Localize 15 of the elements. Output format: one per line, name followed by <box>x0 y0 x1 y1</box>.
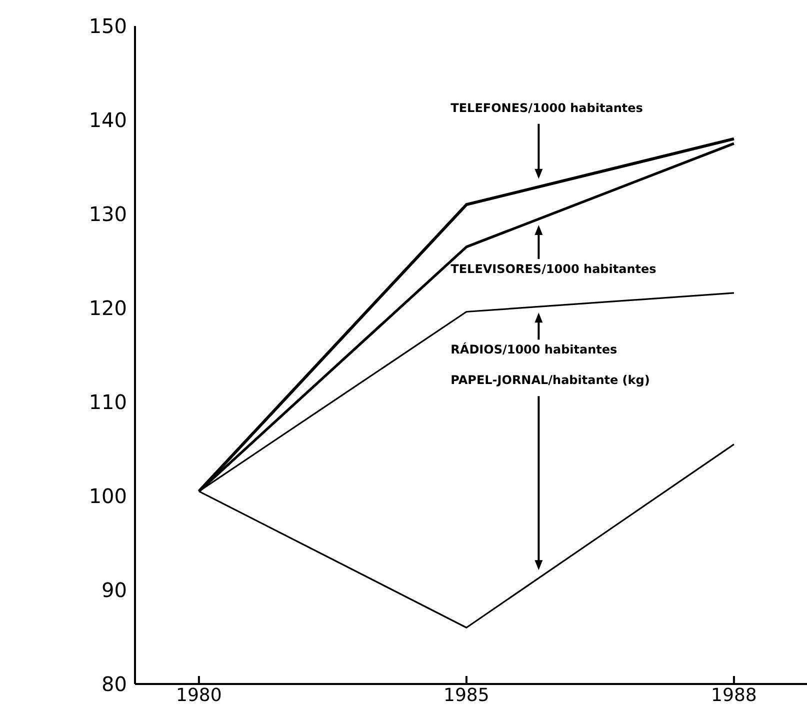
annotation: RÁDIOS/1000 habitantes <box>450 342 618 357</box>
y-tick-label: 130 <box>88 202 127 226</box>
y-tick-label: 150 <box>88 14 127 38</box>
x-tick-label: 1988 <box>711 684 757 705</box>
y-tick-label: 110 <box>88 390 127 414</box>
y-tick-label: 120 <box>88 296 127 320</box>
y-tick-label: 90 <box>102 578 127 602</box>
y-tick-label: 140 <box>88 108 127 132</box>
y-tick-label: 100 <box>88 484 127 508</box>
annotation: TELEVISORES/1000 habitantes <box>450 262 656 276</box>
annotation: TELEFONES/1000 habitantes <box>450 100 643 115</box>
x-tick-label: 1985 <box>444 684 490 705</box>
annotation: PAPEL-JORNAL/habitante (kg) <box>450 373 650 388</box>
y-tick-label: 80 <box>102 672 127 696</box>
x-tick-label: 1980 <box>176 684 222 705</box>
